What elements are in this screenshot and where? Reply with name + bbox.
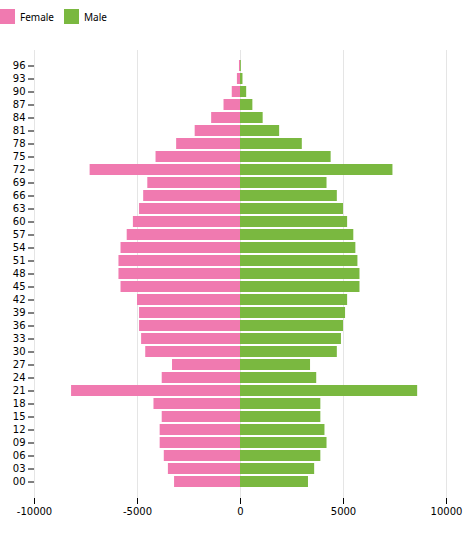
svg-text:69: 69 (13, 177, 26, 188)
svg-text:09: 09 (13, 437, 26, 448)
svg-text:93: 93 (13, 73, 26, 84)
svg-text:63: 63 (13, 203, 26, 214)
svg-text:60: 60 (13, 216, 26, 227)
svg-text:24: 24 (13, 372, 26, 383)
svg-text:96: 96 (13, 60, 26, 71)
svg-text:42: 42 (13, 294, 26, 305)
svg-text:75: 75 (13, 151, 26, 162)
svg-text:90: 90 (13, 86, 26, 97)
svg-text:33: 33 (13, 333, 26, 344)
svg-text:0: 0 (237, 506, 243, 517)
html-text:Male: Male (84, 9, 107, 24)
svg-text:54: 54 (13, 242, 26, 253)
svg-text:-10000: -10000 (17, 506, 52, 517)
svg-text:78: 78 (13, 138, 26, 149)
svg-text:81: 81 (13, 125, 26, 136)
svg-text:10000: 10000 (431, 506, 463, 517)
svg-text:57: 57 (13, 229, 26, 240)
svg-text:84: 84 (13, 112, 26, 123)
svg-text:06: 06 (13, 450, 26, 461)
svg-text:00: 00 (13, 476, 26, 487)
svg-text:87: 87 (13, 99, 26, 110)
svg-text:-5000: -5000 (123, 506, 152, 517)
svg-text:66: 66 (13, 190, 26, 201)
svg-text:03: 03 (13, 463, 26, 474)
svg-text:39: 39 (13, 307, 26, 318)
html-text:Female: Female (20, 9, 54, 24)
svg-text:5000: 5000 (331, 506, 356, 517)
svg-text:15: 15 (13, 411, 26, 422)
svg-text:12: 12 (13, 424, 26, 435)
svg-text:36: 36 (13, 320, 26, 331)
svg-text:21: 21 (13, 385, 26, 396)
svg-text:48: 48 (13, 268, 26, 279)
svg-text:72: 72 (13, 164, 26, 175)
svg-text:30: 30 (13, 346, 26, 357)
svg-text:51: 51 (13, 255, 26, 266)
svg-text:27: 27 (13, 359, 26, 370)
svg-text:18: 18 (13, 398, 26, 409)
svg-text:45: 45 (13, 281, 26, 292)
